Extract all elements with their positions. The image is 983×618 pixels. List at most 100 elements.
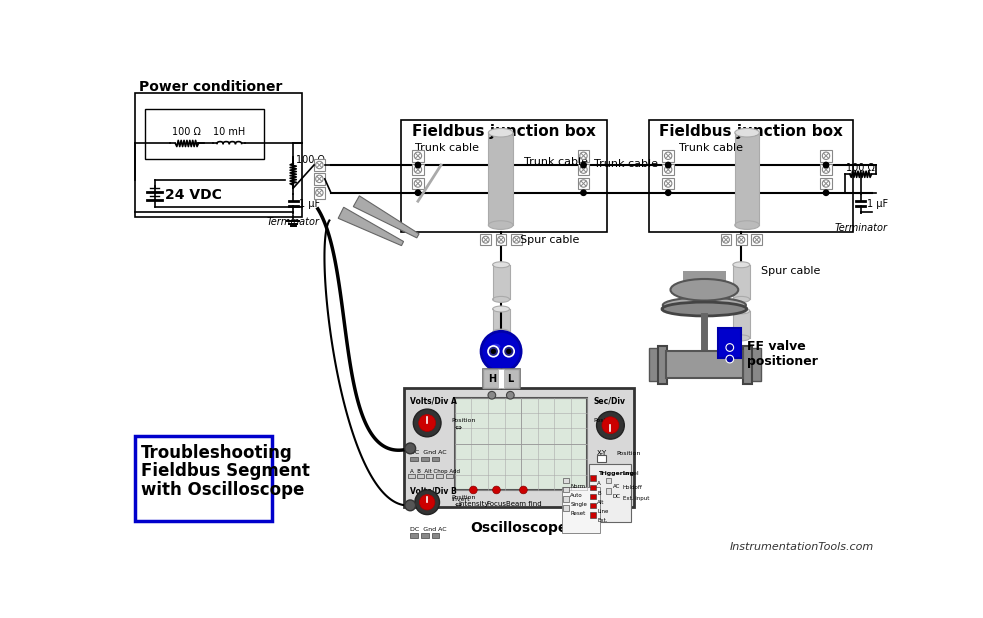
Circle shape bbox=[488, 346, 498, 357]
Text: 24 VDC: 24 VDC bbox=[164, 188, 221, 202]
Text: Trunk cable: Trunk cable bbox=[594, 159, 658, 169]
Text: Terminator: Terminator bbox=[835, 222, 888, 233]
Bar bbox=[404, 388, 633, 507]
Ellipse shape bbox=[733, 262, 750, 268]
Ellipse shape bbox=[492, 297, 509, 302]
Text: with Oscilloscope: with Oscilloscope bbox=[141, 481, 304, 499]
Bar bbox=[314, 159, 325, 171]
Text: Reset: Reset bbox=[570, 511, 586, 516]
Circle shape bbox=[723, 236, 729, 243]
Circle shape bbox=[580, 166, 587, 173]
Text: Position: Position bbox=[594, 418, 618, 423]
Bar bbox=[663, 178, 674, 189]
Text: FF valve
positioner: FF valve positioner bbox=[747, 340, 819, 368]
Bar bbox=[736, 234, 747, 245]
Circle shape bbox=[497, 236, 504, 243]
Text: 1 μF: 1 μF bbox=[867, 198, 888, 208]
Bar bbox=[683, 271, 725, 290]
Bar bbox=[597, 455, 606, 462]
Ellipse shape bbox=[670, 279, 738, 300]
Bar bbox=[589, 464, 631, 522]
Circle shape bbox=[316, 189, 323, 197]
Text: L: L bbox=[507, 374, 513, 384]
Text: FF transmitter: FF transmitter bbox=[444, 400, 558, 414]
Circle shape bbox=[520, 486, 527, 494]
Text: Beam find: Beam find bbox=[505, 501, 542, 507]
Bar bbox=[412, 178, 424, 189]
Circle shape bbox=[470, 486, 477, 494]
Bar bbox=[663, 150, 674, 161]
Text: Intensity: Intensity bbox=[458, 501, 489, 507]
Circle shape bbox=[602, 417, 619, 434]
Bar bbox=[578, 164, 589, 176]
Bar bbox=[495, 234, 506, 245]
Bar bbox=[483, 369, 520, 387]
Text: Line: Line bbox=[598, 509, 608, 514]
Text: Single: Single bbox=[570, 502, 587, 507]
Bar bbox=[733, 311, 750, 338]
Circle shape bbox=[414, 152, 422, 159]
Text: Norm: Norm bbox=[570, 484, 586, 489]
Bar bbox=[421, 533, 429, 538]
Ellipse shape bbox=[662, 302, 747, 316]
Circle shape bbox=[413, 409, 441, 437]
Circle shape bbox=[665, 152, 671, 159]
Text: 100 Ω: 100 Ω bbox=[296, 155, 325, 165]
Text: Holdoff: Holdoff bbox=[623, 485, 643, 489]
Text: 100 Ω: 100 Ω bbox=[172, 127, 202, 137]
Bar bbox=[410, 533, 418, 538]
Bar bbox=[412, 150, 424, 161]
Bar bbox=[591, 494, 596, 499]
Bar bbox=[659, 346, 667, 384]
Circle shape bbox=[420, 494, 434, 510]
Text: A  B  Alt Chop Add: A B Alt Chop Add bbox=[410, 469, 460, 474]
Circle shape bbox=[738, 236, 745, 243]
Text: Power conditioner: Power conditioner bbox=[140, 80, 282, 95]
Bar bbox=[591, 485, 596, 490]
Circle shape bbox=[823, 166, 830, 173]
Ellipse shape bbox=[492, 306, 509, 312]
Circle shape bbox=[665, 180, 671, 187]
Bar bbox=[562, 487, 601, 533]
Circle shape bbox=[415, 490, 439, 515]
Bar bbox=[591, 475, 596, 481]
Ellipse shape bbox=[489, 221, 513, 229]
Bar bbox=[663, 164, 674, 176]
Bar bbox=[511, 234, 522, 245]
Bar bbox=[421, 457, 429, 462]
Bar bbox=[135, 93, 303, 217]
Text: DC: DC bbox=[612, 494, 620, 499]
Circle shape bbox=[488, 391, 495, 399]
Circle shape bbox=[580, 180, 587, 187]
Circle shape bbox=[506, 391, 514, 399]
Text: Volts/Div A: Volts/Div A bbox=[410, 396, 457, 405]
FancyBboxPatch shape bbox=[135, 436, 271, 521]
Circle shape bbox=[725, 344, 733, 352]
Bar bbox=[492, 309, 509, 332]
Text: Oscilloscope: Oscilloscope bbox=[470, 521, 567, 535]
Circle shape bbox=[414, 180, 422, 187]
Text: ⇔: ⇔ bbox=[454, 422, 461, 431]
Ellipse shape bbox=[492, 262, 509, 268]
Bar bbox=[417, 474, 424, 478]
Text: InstrumentationTools.com: InstrumentationTools.com bbox=[729, 543, 874, 552]
Text: Spur cable: Spur cable bbox=[520, 235, 580, 245]
Text: Trunk cable: Trunk cable bbox=[678, 143, 742, 153]
Bar bbox=[484, 369, 500, 387]
Bar bbox=[145, 109, 263, 159]
Circle shape bbox=[580, 152, 587, 159]
Circle shape bbox=[581, 163, 586, 167]
Text: Ext. input: Ext. input bbox=[623, 496, 649, 501]
Bar bbox=[563, 496, 569, 502]
Text: Invert: Invert bbox=[452, 497, 471, 502]
Bar bbox=[820, 164, 832, 176]
Text: Trunk cable: Trunk cable bbox=[415, 143, 479, 153]
Text: B: B bbox=[598, 491, 601, 496]
Bar bbox=[314, 187, 325, 198]
Bar bbox=[314, 173, 325, 185]
Circle shape bbox=[405, 443, 416, 454]
Text: H: H bbox=[488, 374, 495, 384]
Bar bbox=[649, 121, 853, 232]
Bar bbox=[719, 328, 741, 358]
Circle shape bbox=[415, 190, 421, 195]
